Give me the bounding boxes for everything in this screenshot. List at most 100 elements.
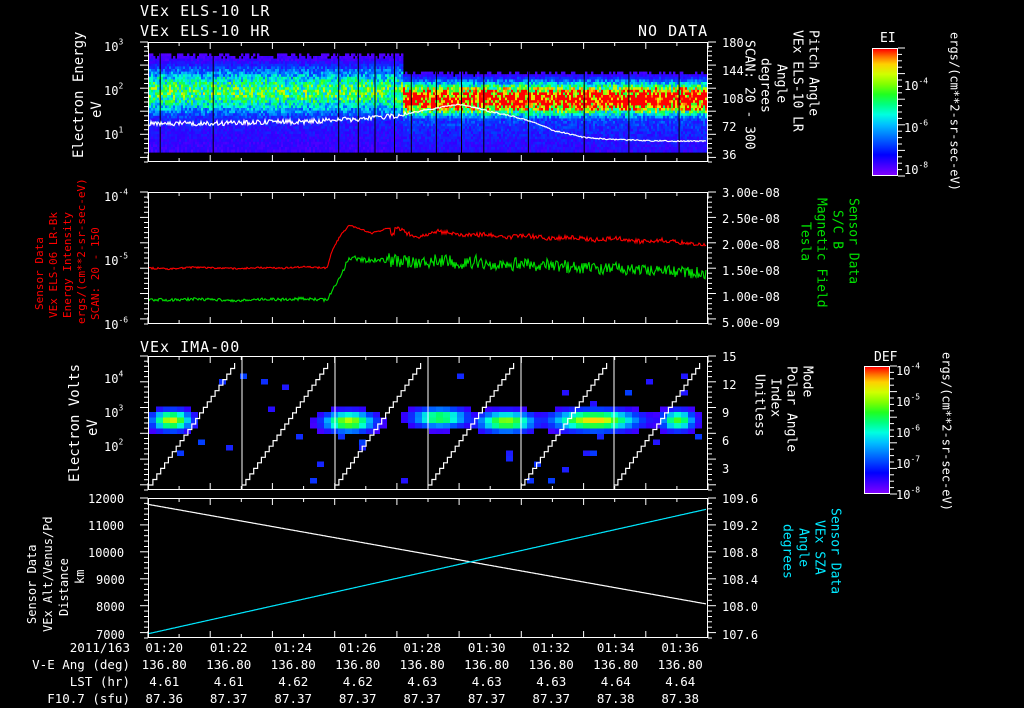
colorbar-ei-units: ergs/(cm**2-sr-sec-eV) <box>947 32 962 191</box>
panel1-y2tick-36: 36 <box>722 148 737 162</box>
table-cell-r1-c7: 136.80 <box>593 657 639 672</box>
panel2-y2label-units: Tesla <box>797 222 813 262</box>
table-cell-r2-c7: 4.64 <box>600 674 631 689</box>
panel4-y2label-sza: VEx SZA <box>811 520 827 575</box>
panel4-ytick-10000: 10000 <box>88 546 125 560</box>
colorbar-def-units: ergs/(cm**2-sr-sec-eV) <box>939 352 954 511</box>
panel4-y2tick-4: 108.0 <box>722 600 759 614</box>
table-cell-r0-c8: 01:36 <box>661 640 700 655</box>
colorbar-def-tick-2: 10-6 <box>896 423 921 440</box>
colorbar-def-title: DEF <box>874 350 898 365</box>
panel2-y2tick-4: 1.00e-08 <box>722 290 780 304</box>
table-cell-r0-c6: 01:32 <box>532 640 571 655</box>
table-cell-r0-c4: 01:28 <box>403 640 442 655</box>
panel1-yunits: eV <box>89 101 105 118</box>
panel-intensity-bfield <box>148 192 708 324</box>
panel2-y2tick-1: 2.50e-08 <box>722 212 780 226</box>
panel2-ytick-mid: 10-5 <box>104 251 129 268</box>
panel2-plot-area <box>149 193 707 323</box>
panel4-ytick-8000: 8000 <box>96 600 125 614</box>
panel-els-spectrogram <box>148 42 708 162</box>
table-cell-r2-c4: 4.63 <box>407 674 438 689</box>
table-cell-r0-c7: 01:34 <box>596 640 635 655</box>
table-cell-r1-c6: 136.80 <box>528 657 574 672</box>
colorbar-def-tick-3: 10-7 <box>896 454 921 471</box>
table-cell-r2-c0: 4.61 <box>149 674 180 689</box>
table-cell-r2-c5: 4.63 <box>471 674 502 689</box>
panel1-y2label-sensor: VEx ELS-10 LR <box>789 30 805 132</box>
table-cell-r1-c8: 136.80 <box>657 657 703 672</box>
panel2-ylabel-sensor: Sensor Data <box>33 237 46 310</box>
table-cell-r2-c1: 4.61 <box>213 674 244 689</box>
colorbar-def-tick-0: 10-4 <box>896 361 921 378</box>
table-row-label-veang: V-E Ang (deg) <box>32 657 130 672</box>
table-cell-r0-c2: 01:24 <box>274 640 313 655</box>
table-cell-r2-c6: 4.63 <box>536 674 567 689</box>
panel1-title-hr: VEx ELS-10 HR <box>140 22 271 40</box>
panel-orbit-params <box>148 498 708 638</box>
panel2-y2label-quantity: Magnetic Field <box>813 198 829 308</box>
panel4-y2tick-0: 109.6 <box>722 492 759 506</box>
table-cell-r1-c4: 136.80 <box>399 657 445 672</box>
panel3-y2label-index: Index <box>767 378 783 418</box>
panel4-y2tick-3: 108.4 <box>722 573 759 587</box>
colorbar-ei-title: EI <box>880 31 896 46</box>
panel1-ylabel: Electron Energy <box>71 31 87 158</box>
panel1-y2tick-144: 144 <box>722 64 744 78</box>
panel4-y2label-sensor: Sensor Data <box>827 508 843 595</box>
colorbar-def-tick-4: 10-8 <box>896 485 921 502</box>
panel3-ytick-100: 102 <box>104 437 124 454</box>
panel3-yunits: eV <box>85 419 101 436</box>
colorbar-ei-tick-2: 10-8 <box>904 160 929 177</box>
table-cell-r3-c8: 87.38 <box>661 691 700 706</box>
panel1-y2tick-108: 108 <box>722 92 744 106</box>
table-cell-r1-c3: 136.80 <box>335 657 381 672</box>
panel1-y2label-degrees: degrees <box>757 58 773 113</box>
panel2-y2label-sc: S/C B <box>829 210 845 250</box>
table-cell-r2-c2: 4.62 <box>278 674 309 689</box>
panel3-ylabel: Electron Volts <box>67 363 83 482</box>
panel1-ytick-1000: 103 <box>104 37 124 54</box>
table-row-label-lst: LST (hr) <box>69 674 130 689</box>
panel2-ylabel-units: ergs/(cm**2-sr-sec-eV) <box>75 178 88 324</box>
panel4-ylabel-distance: Distance <box>57 558 71 616</box>
panel4-ytick-9000: 9000 <box>96 573 125 587</box>
panel1-y2label-pitch: Pitch Angle <box>805 30 821 117</box>
panel2-y2tick-0: 3.00e-08 <box>722 186 780 200</box>
table-cell-r1-c5: 136.80 <box>464 657 510 672</box>
panel1-title-lr: VEx ELS-10 LR <box>140 2 271 20</box>
panel3-y2tick-12: 12 <box>722 378 737 392</box>
panel3-y2label-polar: Polar Angle <box>783 366 799 453</box>
panel2-ytick-bot: 10-6 <box>104 315 129 332</box>
panel4-ytick-7000: 7000 <box>96 628 125 642</box>
table-cell-r0-c0: 01:20 <box>145 640 184 655</box>
panel3-ytick-10000: 104 <box>104 369 124 386</box>
panel4-ytick-11000: 11000 <box>88 519 125 533</box>
panel1-y2label-scan: SCAN: 20 - 300 <box>741 40 757 150</box>
table-cell-r3-c7: 87.38 <box>596 691 635 706</box>
panel4-y2tick-5: 107.6 <box>722 628 759 642</box>
panel1-y2tick-72: 72 <box>722 120 737 134</box>
panel4-ylabel-km: km <box>73 569 87 584</box>
panel2-ytick-top: 10-4 <box>104 187 129 204</box>
panel4-ytick-12000: 12000 <box>88 492 125 506</box>
panel3-y2tick-9: 9 <box>722 406 730 420</box>
panel4-y2tick-1: 109.2 <box>722 519 759 533</box>
panel4-plot-area <box>149 499 707 637</box>
panel3-y2label-unitless: Unitless <box>751 374 767 437</box>
panel3-y2label-mode: Mode <box>799 366 815 398</box>
panel1-ytick-100: 102 <box>104 81 124 98</box>
colorbar-ei <box>872 48 898 176</box>
no-data-label: NO DATA <box>638 22 709 40</box>
panel4-y2label-angle: Angle <box>795 528 811 568</box>
panel-ima-spectrogram <box>148 356 708 490</box>
panel4-ylabel-sensor: Sensor Data <box>25 544 39 624</box>
panel2-y2label-sensor: Sensor Data <box>845 198 861 285</box>
panel2-ylabel-scan: SCAN: 20 - 150 <box>89 227 102 320</box>
panel2-y2tick-2: 2.00e-08 <box>722 238 780 252</box>
panel1-y2label-angle: Angle <box>773 64 789 104</box>
panel4-y2tick-2: 108.8 <box>722 546 759 560</box>
colorbar-ei-tick-1: 10-6 <box>904 118 929 135</box>
colorbar-ei-tick-0: 10-4 <box>904 76 929 93</box>
